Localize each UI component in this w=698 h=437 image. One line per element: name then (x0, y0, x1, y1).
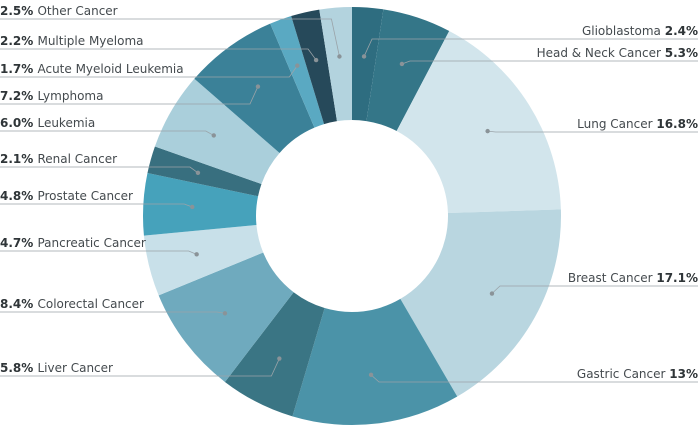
leader-line-pancreatic-cancer (0, 250, 197, 255)
leader-line-prostate-cancer (0, 203, 193, 208)
slice-gastric-cancer (292, 298, 458, 426)
slice-label-liver-cancer: 5.8% Liver Cancer (0, 361, 113, 375)
slice-label-prostate-cancer: 4.8% Prostate Cancer (0, 189, 133, 203)
slice-label-leukemia: 6.0% Leukemia (0, 116, 95, 130)
slices-layer (143, 7, 561, 426)
slice-label-colorectal-cancer: 8.4% Colorectal Cancer (0, 297, 144, 311)
anchor-dot-glioblastoma (361, 54, 367, 59)
leader-line-leukemia (0, 130, 214, 136)
anchor-dot-renal-cancer (195, 170, 201, 176)
leader-line-head-and-neck-cancer (401, 60, 698, 65)
anchor-dot-gastric-cancer (368, 372, 374, 378)
leader-line-acute-myeloid-leukemia (0, 65, 298, 78)
slice-label-lymphoma: 7.2% Lymphoma (0, 89, 103, 103)
anchor-dot-leukemia (211, 133, 216, 138)
slice-label-other-cancer: 2.5% Other Cancer (0, 4, 118, 18)
slice-prostate-cancer (143, 172, 259, 236)
leader-line-renal-cancer (0, 166, 199, 174)
leader-line-breast-cancer (491, 285, 698, 294)
slice-label-acute-myeloid-leukemia: 1.7% Acute Myeloid Leukemia (0, 62, 184, 76)
slice-multiple-myeloma (291, 9, 337, 125)
slice-label-renal-cancer: 2.1% Renal Cancer (0, 152, 117, 166)
leader-line-glioblastoma (363, 38, 698, 57)
leader-line-other-cancer (0, 18, 340, 57)
anchor-dot-prostate-cancer (190, 204, 195, 210)
anchor-dot-other-cancer (337, 54, 342, 59)
leader-line-multiple-myeloma (0, 48, 317, 61)
slice-label-lung-cancer: Lung Cancer 16.8% (577, 117, 698, 131)
anchor-dot-lymphoma (255, 84, 261, 89)
slice-colorectal-cancer (158, 252, 294, 382)
leader-line-colorectal-cancer (0, 311, 226, 314)
anchor-dot-breast-cancer (489, 291, 495, 296)
anchor-dot-multiple-myeloma (313, 57, 319, 63)
anchor-dot-colorectal-cancer (222, 311, 228, 316)
slice-acute-myeloid-leukemia (270, 16, 325, 128)
anchor-dot-pancreatic-cancer (194, 252, 199, 257)
slice-label-glioblastoma: Glioblastoma 2.4% (582, 24, 698, 38)
slice-pancreatic-cancer (143, 225, 264, 296)
slice-label-head-and-neck-cancer: Head & Neck Cancer 5.3% (537, 46, 698, 60)
slice-lung-cancer (396, 30, 561, 213)
labels-layer: Glioblastoma 2.4% Head & Neck Cancer 5.3%… (0, 4, 698, 383)
leader-line-lymphoma (0, 86, 259, 105)
anchor-dot-liver-cancer (277, 356, 282, 361)
leader-line-gastric-cancer (370, 374, 698, 383)
slice-head-and-neck-cancer (366, 9, 450, 132)
slice-label-multiple-myeloma: 2.2% Multiple Myeloma (0, 34, 144, 48)
slice-label-pancreatic-cancer: 4.7% Pancreatic Cancer (0, 236, 146, 250)
slice-label-breast-cancer: Breast Cancer 17.1% (568, 271, 698, 285)
anchor-dot-lung-cancer (485, 128, 490, 134)
anchor-dot-acute-myeloid-leukemia (295, 63, 300, 68)
slice-leukemia (154, 78, 280, 185)
anchor-dot-head-and-neck-cancer (399, 61, 405, 67)
slice-label-gastric-cancer: Gastric Cancer 13% (577, 367, 698, 381)
slice-breast-cancer (400, 209, 561, 397)
slice-renal-cancer (147, 146, 262, 197)
slice-liver-cancer (224, 292, 325, 417)
slice-other-cancer (319, 7, 352, 122)
leader-line-lung-cancer (487, 130, 698, 133)
leader-line-liver-cancer (0, 358, 280, 377)
slice-lymphoma (194, 23, 315, 153)
slice-glioblastoma (352, 7, 384, 122)
